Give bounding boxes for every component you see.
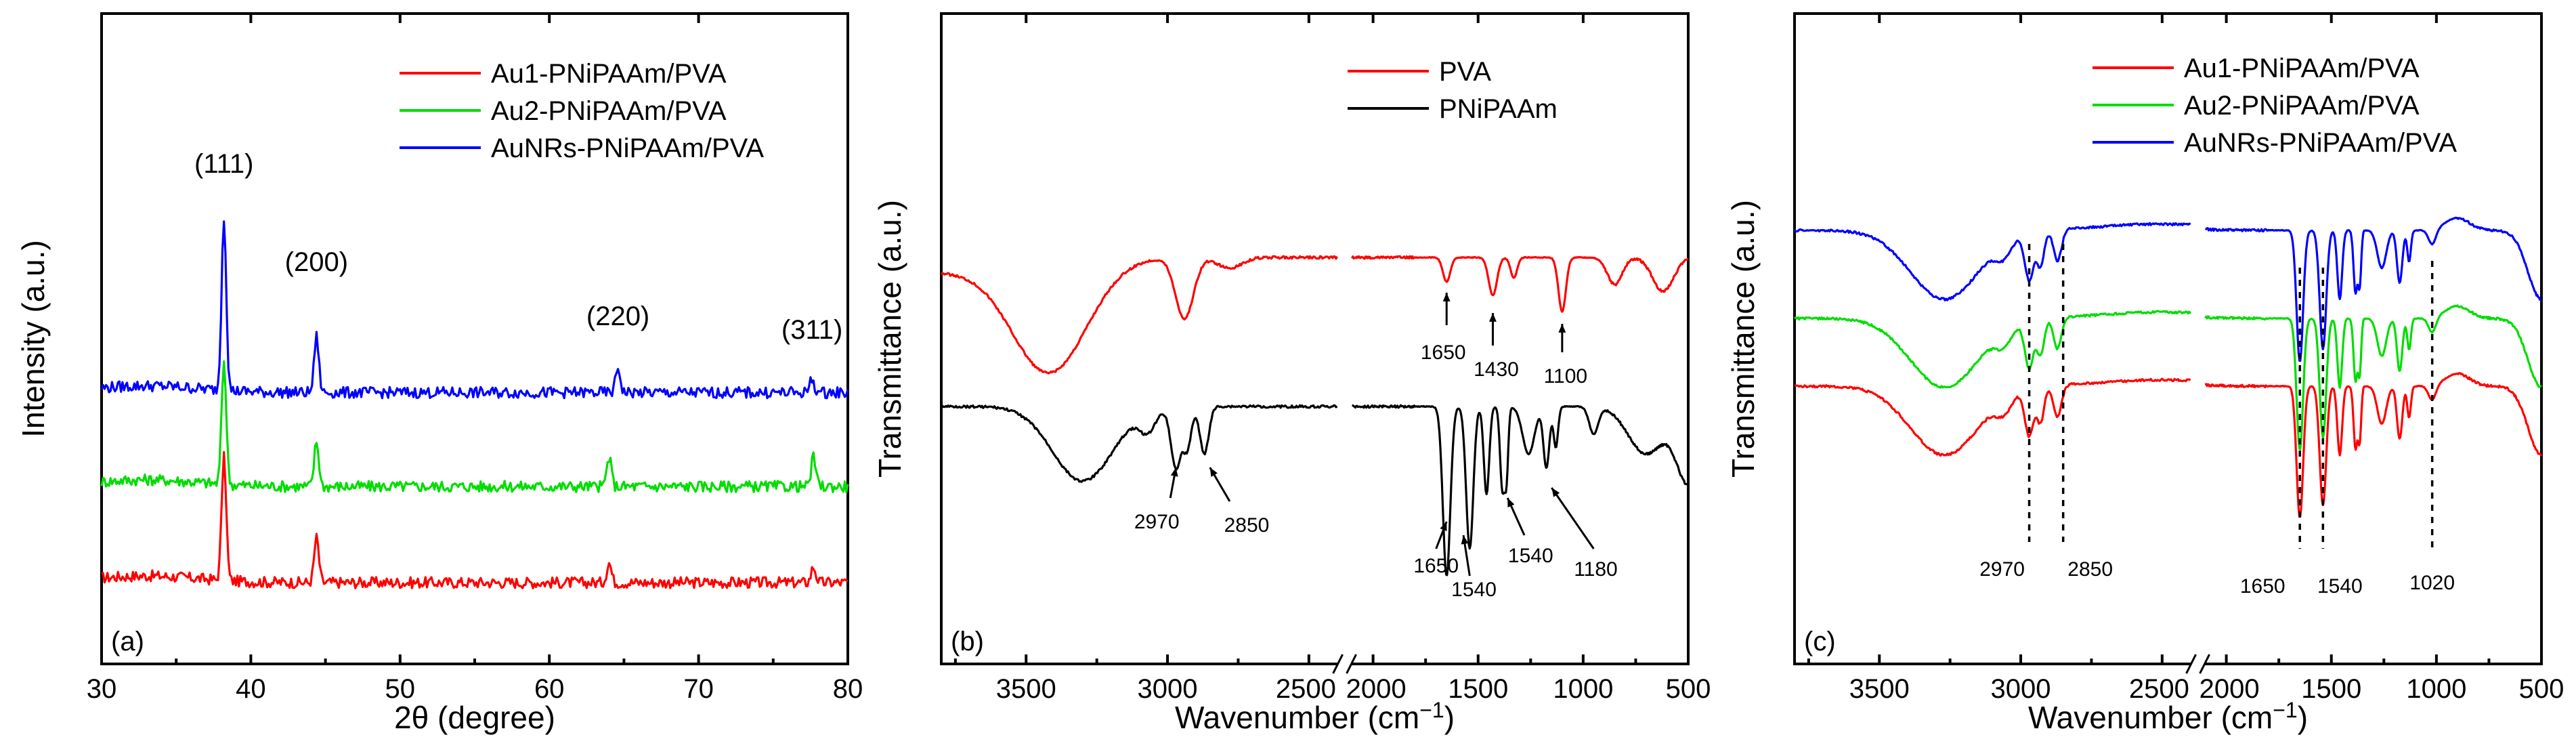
legend-label: AuNRs-PNiPAAm/PVA [2184,128,2457,158]
x-tick-label: 500 [2519,674,2564,704]
x-tick-label: 3000 [1138,674,1198,704]
x-axis-label-tail: ) [1444,700,1455,735]
x-tick-label: 1000 [2406,674,2466,704]
panel-label: (b) [951,627,984,656]
band-label: 1100 [1544,365,1588,388]
x-tick-label: 3500 [1849,674,1910,704]
x-tick-label: 60 [534,674,565,704]
annotation-arrow [1551,487,1595,549]
annotation-arrowhead [1440,522,1447,531]
legend-label: Au2-PNiPAAm/PVA [2184,91,2420,121]
x-tick-label: 500 [1666,674,1711,704]
x-tick-label: 2000 [2199,674,2260,704]
legend-label: Au2-PNiPAAm/PVA [491,96,727,126]
ftir-curve-2-1 [2204,216,2542,362]
x-axis-label-tail: ) [2298,700,2308,735]
axis-break-mark [2199,654,2210,674]
band-label: 1180 [1574,558,1618,581]
band-label: 1430 [1474,358,1519,381]
y-axis-label: Intensity (a.u.) [16,240,51,437]
y-axis-label: Transmittance (a.u.) [1725,200,1761,478]
x-axis-label-main: Wavenumber (cm [1175,700,1419,735]
x-tick-label: 50 [385,674,416,704]
band-label: 1650 [1421,341,1466,364]
annotation-arrowhead [1442,293,1451,301]
ftir-curve-0-0 [940,255,1339,375]
x-tick-label: 2000 [1346,674,1407,704]
plot-frame [1793,12,2543,665]
band-label: 1020 [2409,572,2455,594]
legend-label: Au1-PNiPAAm/PVA [491,59,727,89]
annotation-arrowhead [1507,498,1515,507]
axis-break-mark [1332,654,1344,674]
ftir-curve-1-0 [1793,310,2191,389]
legend-label: PNiPAAm [1439,94,1558,124]
ftir-curve-1-0 [941,404,1338,483]
ftir-curve-2-0 [1793,222,2191,301]
x-axis-label: 2θ (degree) [394,700,555,735]
band-label: 1540 [2317,575,2363,598]
peak-label: (111) [194,149,253,179]
x-tick-label: 3500 [996,674,1056,704]
band-label: 2850 [2067,558,2113,581]
annotation-arrowhead [1170,467,1178,477]
band-label: 1540 [1451,579,1497,601]
x-axis-label-superscript: −1 [1419,698,1444,722]
band-label: 2970 [1979,558,2025,581]
x-axis-label-superscript: −1 [2273,698,2297,722]
legend-label: Au1-PNiPAAm/PVA [2184,54,2420,83]
axis-break-mark [2185,654,2197,674]
x-tick-label: 30 [87,674,117,704]
xrd-curve-2 [100,220,849,400]
axis-break-gap [1337,656,1352,672]
band-label: 2970 [1134,511,1180,533]
x-tick-label: 80 [833,674,863,704]
x-tick-label: 40 [236,674,266,704]
band-label: 1540 [1508,545,1553,567]
x-tick-label: 1500 [2301,674,2361,704]
panel-c: 2970 2850 1650 1540 1020 Au1-PNiPAAm/PVA Au2-P… [1725,12,2564,735]
xrd-curve-0 [101,451,849,589]
band-label: 1650 [2240,575,2285,598]
panel-label: (a) [111,627,144,656]
annotation-arrowhead [1489,313,1497,322]
panel-label: (c) [1804,627,1836,656]
peak-label: (220) [586,301,649,331]
ftir-curve-0-1 [1351,255,1689,313]
annotation-arrowhead [1558,324,1566,333]
annotation-arrowhead [1209,467,1218,477]
band-label: 2850 [1224,514,1270,537]
x-tick-label: 70 [683,674,714,704]
plot-frame [940,12,1690,665]
legend-label: AuNRs-PNiPAAm/PVA [491,133,764,163]
xrd-curve-1 [100,360,849,493]
x-tick-label: 2500 [2129,674,2189,704]
band-label: 1650 [1413,555,1459,577]
x-tick-label: 1000 [1553,674,1613,704]
y-axis-label: Transmittance (a.u.) [872,200,907,478]
x-axis-label-main: Wavenumber (cm [2028,700,2273,735]
ftir-curve-1-1 [1352,404,1690,577]
ftir-curve-0-1 [2204,372,2543,518]
x-tick-label: 2500 [1276,674,1336,704]
ftir-curve-1-1 [2204,304,2542,451]
axis-break-mark [1346,654,1357,674]
x-tick-label: 3000 [1991,674,2051,704]
annotation-arrowhead [1461,535,1469,545]
x-axis-label: Wavenumber (cm−1) [2028,698,2308,735]
x-axis-label: Wavenumber (cm−1) [1175,698,1455,735]
axis-break-gap [2191,656,2205,672]
panel-a: 30 40 50 60 70 80 2θ (degree) Intensity (a.u.) (… [16,12,863,735]
peak-label: (200) [285,247,348,277]
ftir-curve-0-0 [1794,377,2191,457]
x-tick-label: 1500 [1448,674,1508,704]
legend-label: PVA [1439,57,1491,87]
annotation-arrowhead [1551,488,1560,497]
peak-label: (311) [781,315,842,345]
